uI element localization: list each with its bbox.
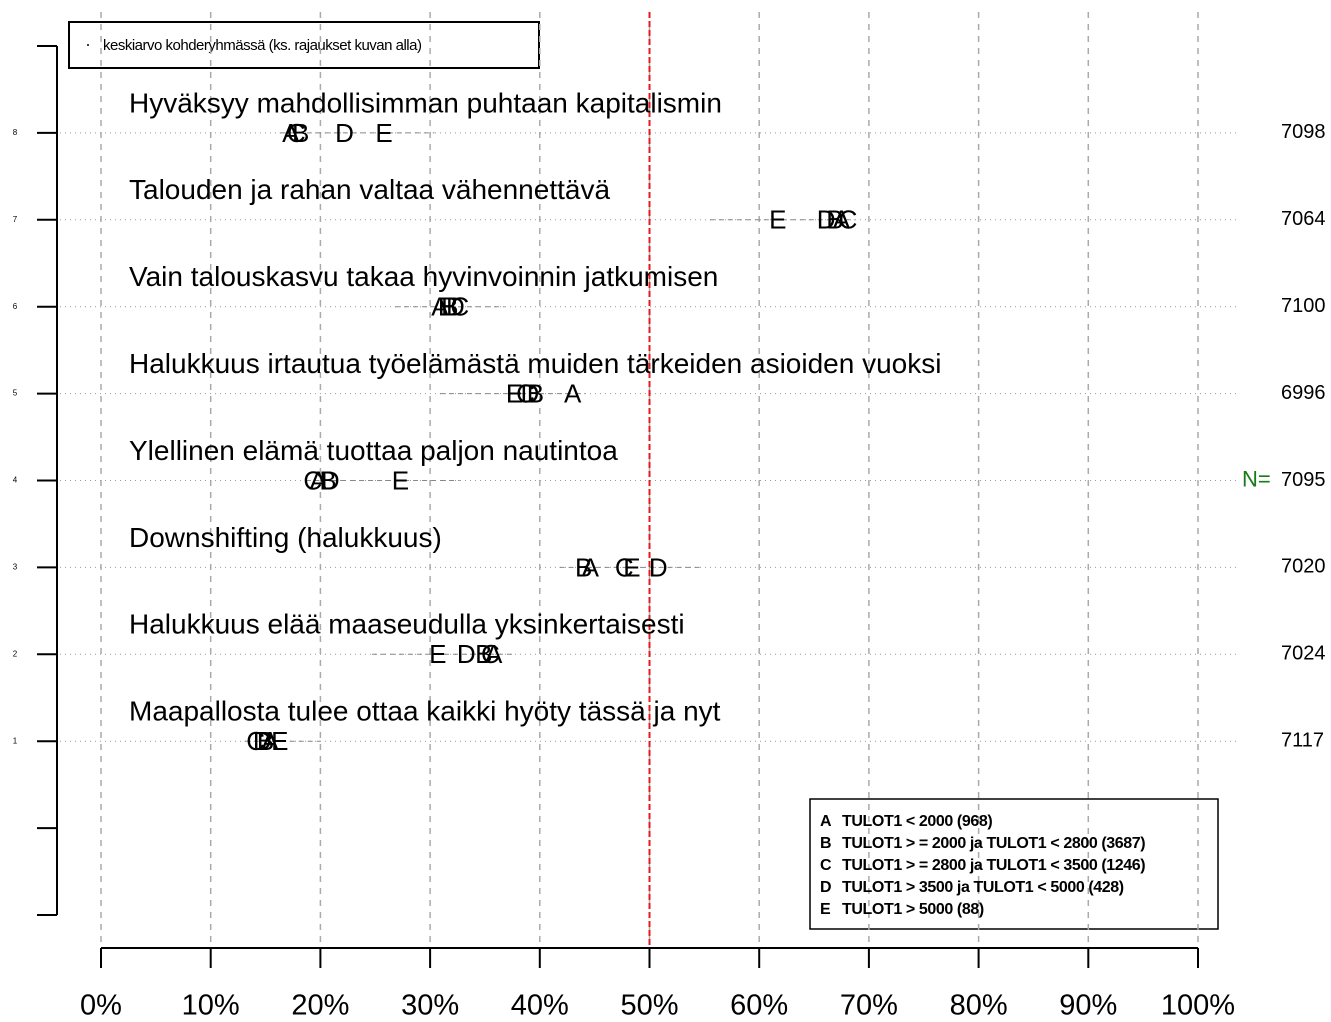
group-marker: B	[292, 118, 309, 148]
row-title: Halukkuus irtautua työelämästä muiden tä…	[129, 348, 941, 379]
legend-letter: E	[820, 901, 831, 918]
legend-label: TULOT1 > 3500 ja TULOT1 < 5000 (428)	[842, 879, 1124, 896]
group-marker: A	[485, 639, 503, 669]
group-marker: D	[649, 552, 668, 582]
group-marker: D	[253, 726, 272, 756]
group-marker: C	[287, 118, 306, 148]
group-marker: B	[527, 378, 544, 408]
x-tick-label: 60%	[730, 990, 788, 1022]
group-marker: B	[257, 726, 274, 756]
x-tick-label: 80%	[950, 990, 1008, 1022]
group-marker: D	[521, 378, 540, 408]
group-marker: D	[457, 639, 476, 669]
x-tick-label: 40%	[511, 990, 569, 1022]
group-marker: B	[319, 465, 336, 495]
n-value: 7117	[1281, 729, 1324, 751]
x-tick-label: 10%	[182, 990, 240, 1022]
x-tick-label: 30%	[401, 990, 459, 1022]
n-value: 7024	[1281, 643, 1326, 665]
group-marker: E	[375, 118, 392, 148]
y-tick-label: 4	[13, 476, 18, 485]
group-marker: A	[282, 118, 300, 148]
group-marker: E	[438, 292, 455, 322]
y-tick-label: 1	[13, 736, 18, 745]
group-marker: E	[271, 726, 288, 756]
x-tick-label: 0%	[80, 990, 122, 1022]
group-marker: B	[441, 292, 458, 322]
group-marker: E	[506, 378, 523, 408]
group-marker: B	[826, 205, 843, 235]
legend-label: TULOT1 > = 2800 ja TULOT1 < 3500 (1246)	[842, 857, 1145, 874]
legend-label: TULOT1 > 5000 (88)	[842, 901, 984, 918]
n-value: 7095	[1281, 469, 1326, 491]
legend-label: TULOT1 < 2000 (968)	[842, 813, 992, 830]
legend-dot	[87, 44, 89, 46]
group-marker: A	[310, 465, 328, 495]
n-value: 6996	[1281, 382, 1326, 404]
group-marker: B	[575, 552, 592, 582]
group-marker: D	[321, 465, 340, 495]
n-value: 7020	[1281, 556, 1326, 578]
group-marker: E	[623, 552, 640, 582]
legend-title: keskiarvo kohderyhmässä (ks. rajaukset k…	[103, 37, 422, 54]
n-value: 7064	[1281, 208, 1326, 230]
y-tick-label: 7	[13, 215, 18, 224]
n-value: 7098	[1281, 121, 1326, 143]
group-marker: A	[261, 726, 279, 756]
group-marker: C	[516, 378, 535, 408]
group-marker: D	[446, 292, 465, 322]
x-tick-label: 70%	[840, 990, 898, 1022]
group-marker: A	[833, 205, 851, 235]
y-tick-label: 3	[13, 563, 18, 572]
y-tick-label: 5	[13, 389, 18, 398]
x-tick-label: 20%	[291, 990, 349, 1022]
legend-letter: D	[820, 879, 832, 896]
group-marker: E	[429, 639, 446, 669]
group-marker: C	[839, 205, 858, 235]
group-marker: C	[615, 552, 634, 582]
group-marker: D	[817, 205, 836, 235]
legend-label: TULOT1 > = 2000 ja TULOT1 < 2800 (3687)	[842, 835, 1145, 852]
n-value: 7100	[1281, 295, 1326, 317]
group-marker: D	[335, 118, 354, 148]
row-title: Halukkuus elää maaseudulla yksinkertaise…	[129, 609, 685, 640]
group-marker: B	[475, 639, 492, 669]
legend-box	[68, 21, 540, 69]
group-marker: C	[303, 465, 322, 495]
y-tick-label: 6	[13, 302, 18, 311]
row-title: Talouden ja rahan valtaa vähennettävä	[129, 174, 610, 205]
group-marker: E	[392, 465, 409, 495]
group-marker: C	[246, 726, 265, 756]
legend-letter: C	[820, 857, 832, 874]
group-marker: A	[564, 378, 582, 408]
group-marker: C	[450, 292, 469, 322]
legend-letter: B	[820, 835, 832, 852]
x-tick-label: 90%	[1059, 990, 1117, 1022]
row-title: Hyväksyy mahdollisimman puhtaan kapitali…	[129, 87, 722, 118]
y-tick-label: 2	[13, 649, 18, 658]
x-tick-label: 100%	[1161, 990, 1235, 1022]
row-title: Maapallosta tulee ottaa kaikki hyöty täs…	[129, 696, 721, 727]
row-title: Downshifting (halukkuus)	[129, 522, 442, 553]
x-tick-label: 50%	[620, 990, 678, 1022]
group-legend-box	[809, 798, 1219, 930]
group-marker: A	[582, 552, 600, 582]
group-marker: A	[431, 292, 449, 322]
y-tick-label: 8	[13, 128, 18, 137]
legend-letter: A	[820, 813, 832, 830]
row-title: Vain talouskasvu takaa hyvinvoinnin jatk…	[129, 261, 718, 292]
group-marker: C	[481, 639, 500, 669]
group-marker: E	[769, 205, 786, 235]
n-label: N=	[1242, 466, 1271, 491]
row-title: Ylellinen elämä tuottaa paljon nautintoa	[129, 435, 618, 466]
